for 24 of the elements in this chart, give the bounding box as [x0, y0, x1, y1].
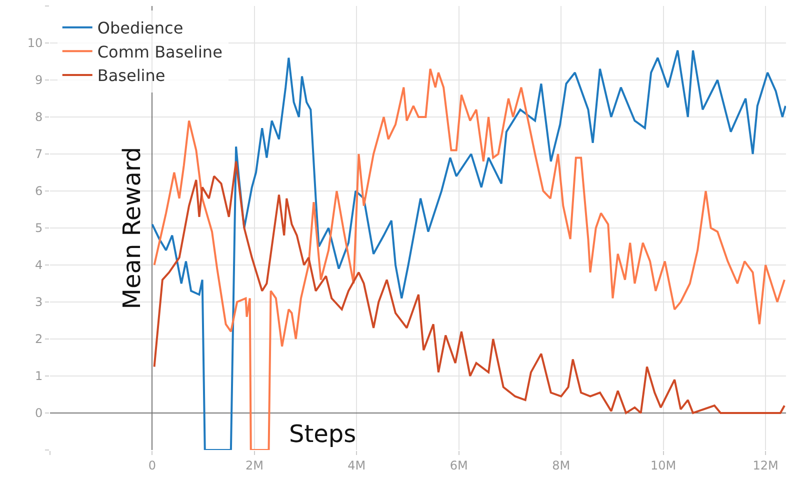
- y-tick-label: 8: [34, 110, 43, 124]
- y-tick-label: 2: [34, 332, 43, 346]
- x-tick-label: 4M: [348, 458, 366, 472]
- y-tick-label: 1: [34, 369, 43, 384]
- y-tick-label: 6: [34, 184, 43, 198]
- legend-label: Baseline: [97, 66, 166, 86]
- x-tick-label: 2M: [245, 458, 264, 472]
- y-tick-label: 7: [34, 147, 43, 162]
- y-tick-label: 10: [27, 36, 43, 50]
- x-tick-label: 12M: [752, 458, 778, 472]
- x-tick-label: 0: [148, 458, 156, 472]
- y-axis-title: Mean Reward: [118, 146, 146, 310]
- legend-label: Obedience: [97, 18, 184, 38]
- x-tick-label: 8M: [552, 458, 570, 472]
- y-tick-label: 9: [34, 73, 43, 88]
- y-tick-label: 4: [34, 258, 43, 272]
- x-tick-label: 6M: [450, 458, 468, 472]
- y-tick-label: 5: [34, 221, 43, 236]
- y-tick-label: 0: [34, 406, 43, 420]
- x-tick-label: 10M: [650, 458, 676, 472]
- legend-label: Comm Baseline: [97, 42, 222, 62]
- line-series: [153, 160, 786, 414]
- x-axis-title: Steps: [289, 420, 356, 448]
- y-tick-label: 3: [34, 295, 43, 310]
